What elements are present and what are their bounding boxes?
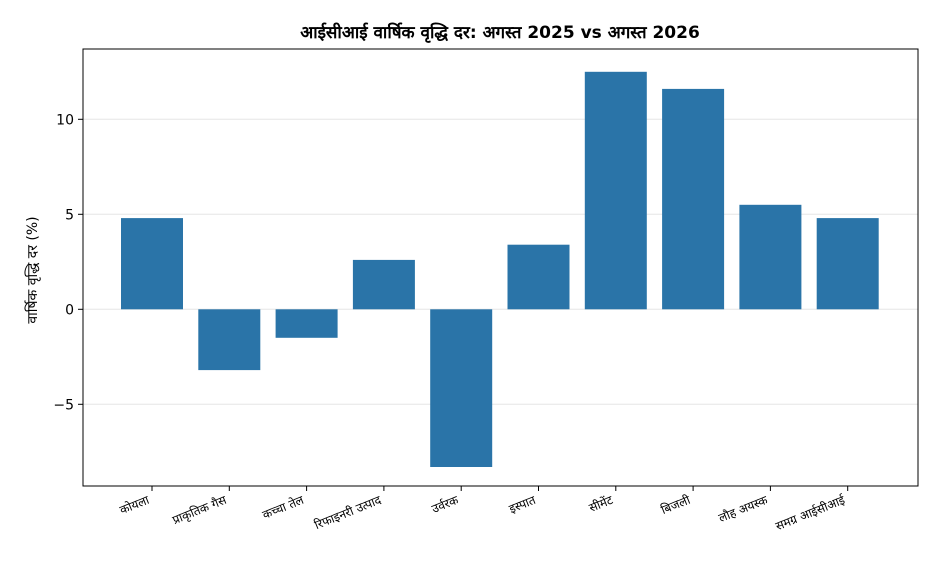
bar: [121, 218, 183, 310]
y-tick-label: −5: [53, 397, 74, 413]
y-axis-label: वार्षिक वृद्धि दर (%): [24, 216, 41, 323]
bar: [584, 71, 647, 310]
x-tick-label: समग्र आईसीआई: [774, 492, 848, 533]
x-tick-label: उर्वरक: [430, 493, 461, 517]
bar: [507, 244, 570, 310]
bars: [121, 71, 879, 467]
x-tick-label: लौह अयस्क: [717, 493, 771, 526]
bar: [816, 218, 879, 310]
y-axis-ticks: −5 0 5 10: [53, 112, 83, 413]
plot-frame: [82, 48, 919, 487]
y-tick-label: 5: [65, 207, 74, 223]
x-tick-label: रिफाइनरी उत्पाद: [312, 493, 383, 533]
y-tick-label: 0: [65, 302, 74, 318]
x-tick-label: बिजली: [659, 492, 693, 517]
bar: [198, 309, 261, 371]
y-tick-label: 10: [56, 112, 74, 128]
x-tick-label: प्राकृतिक गैस: [170, 492, 229, 528]
chart-title: आईसीआई वार्षिक वृद्धि दर: अगस्त 2025 vs …: [300, 22, 700, 43]
x-tick-label: कच्चा तेल: [260, 492, 306, 522]
bar: [739, 204, 802, 310]
x-tick-label: कोयला: [118, 492, 152, 517]
bar: [662, 88, 725, 310]
x-tick-label: सीमेंट: [587, 492, 616, 514]
bar: [275, 309, 338, 338]
x-tick-label: इस्पात: [507, 492, 539, 516]
bar: [352, 259, 415, 310]
bar: [430, 309, 493, 467]
x-axis-ticks: कोयला प्राकृतिक गैस कच्चा तेल रिफाइनरी उत्प…: [118, 486, 849, 533]
